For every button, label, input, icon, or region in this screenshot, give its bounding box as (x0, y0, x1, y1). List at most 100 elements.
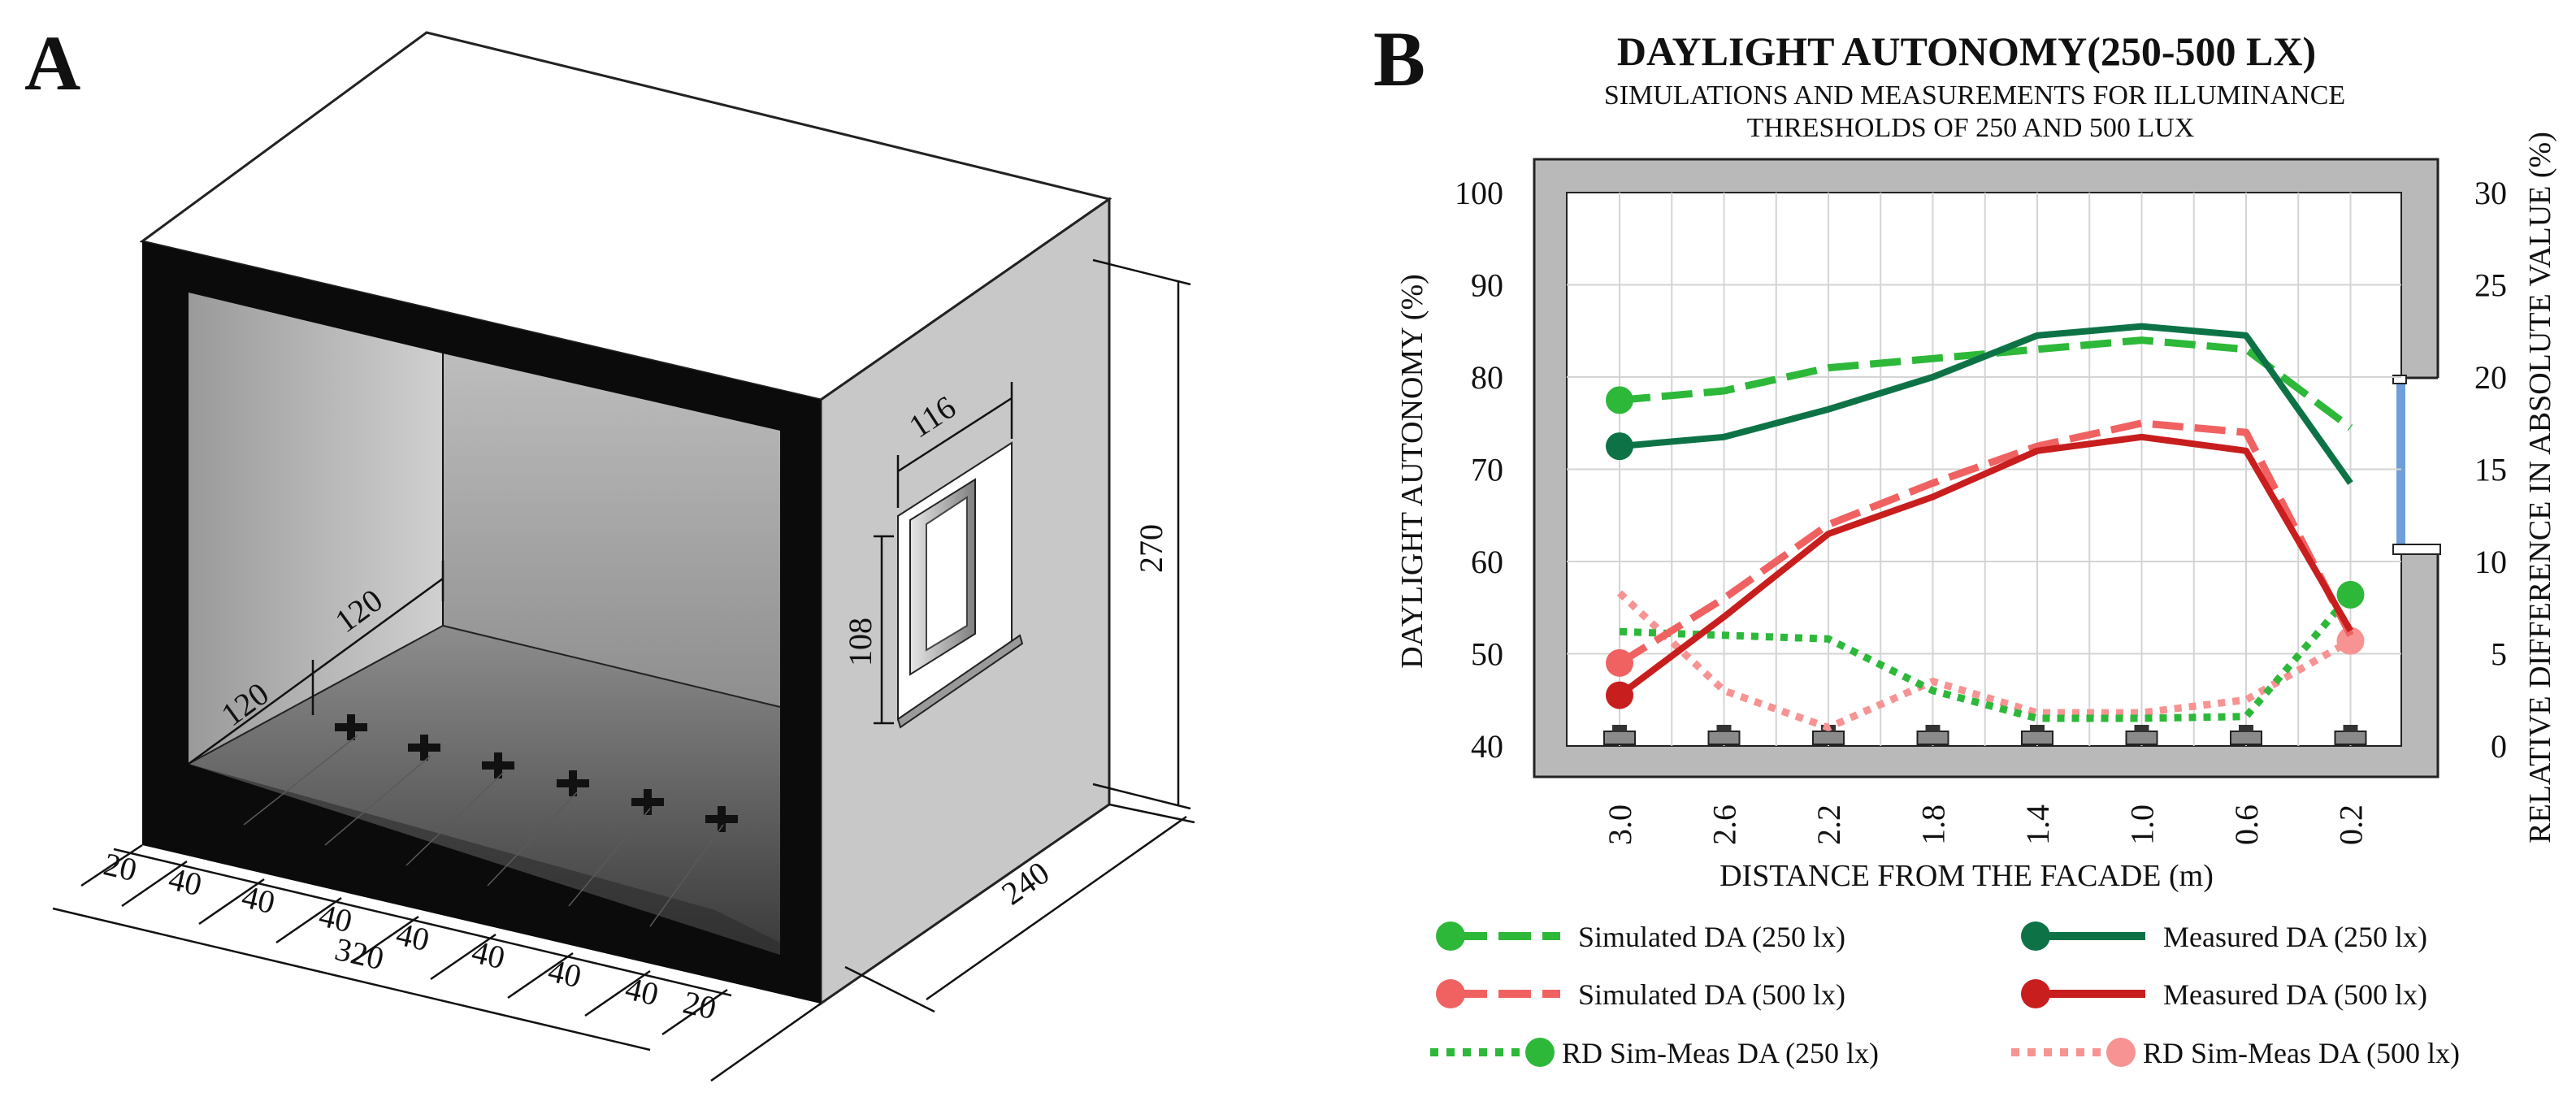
dim-270: 270 (1133, 524, 1169, 573)
y-tick-label: 50 (1471, 636, 1503, 673)
bottom-segment-label: 40 (165, 860, 205, 903)
y-tick-label: 90 (1471, 267, 1503, 304)
series-line-rd-sim-meas-da-500-lx (1616, 590, 2353, 731)
wall-opening (2401, 378, 2442, 553)
window-glass (2396, 380, 2405, 551)
y2-tick-label: 20 (2474, 359, 2507, 396)
x-tick-label: 2.2 (1811, 804, 1847, 845)
room-floor-edge (442, 625, 781, 708)
y2-tick-label: 0 (2491, 728, 2507, 765)
floor-sensor-icon (1603, 725, 1636, 745)
section-wall (1533, 158, 2442, 778)
panel-b-letter: B (1373, 15, 1425, 102)
series-marker (1606, 386, 1633, 414)
dim-320: 320 (332, 930, 388, 977)
y-ticks-right: 0 5 10 15 20 25 30 (2474, 175, 2507, 765)
bottom-segment-label: 40 (315, 896, 355, 939)
bottom-segment-labels: 20 40 40 40 40 40 40 40 20 (100, 845, 719, 1026)
series-line-rd-sim-meas-da-250-lx (1619, 592, 2353, 722)
bottom-segment-label: 40 (622, 969, 661, 1012)
window-sill-top (2392, 375, 2407, 384)
sensor-cross (335, 714, 367, 740)
y-tick-label: 70 (1471, 452, 1503, 488)
room-floor-shade (189, 764, 780, 955)
sensor-cross (631, 789, 664, 815)
sensor-cross (705, 806, 738, 832)
bottom-segment-label: 40 (468, 933, 508, 976)
legend-item: Simulated DA (250 lx) (1436, 921, 1845, 953)
y-tick-label: 100 (1455, 175, 1503, 211)
x-tick-label: 2.6 (1706, 804, 1743, 845)
legend-marker (2106, 1038, 2136, 1067)
bottom-segment-label: 40 (544, 952, 584, 995)
y-axis-label: DAYLIGHT AUTONOMY (%) (1395, 274, 1429, 669)
series-line-simulated-da-250-lx (1619, 336, 2353, 431)
y-tick-label: 80 (1471, 359, 1503, 396)
series-marker (2336, 627, 2365, 655)
legend-label: Measured DA (250 lx) (2163, 921, 2427, 953)
legend-item: Measured DA (500 lx) (2021, 978, 2427, 1011)
y-tick-label: 40 (1471, 728, 1503, 765)
y-tick-label: 60 (1471, 544, 1503, 580)
legend-label: Simulated DA (250 lx) (1578, 921, 1845, 953)
dim-108: 108 (842, 618, 878, 666)
bottom-segment-label: 20 (679, 983, 719, 1026)
legend-item: RD Sim-Meas DA (500 lx) (2011, 1037, 2460, 1069)
legend-marker (1436, 979, 1465, 1008)
series-line-measured-da-250-lx (1619, 323, 2353, 485)
x-tick-label: 3.0 (1602, 804, 1638, 845)
sensor-cross (408, 735, 440, 761)
chart-subtitle-line1: SIMULATIONS AND MEASUREMENTS FOR ILLUMIN… (1604, 80, 2345, 111)
series-line-measured-da-500-lx (1617, 433, 2353, 698)
y2-tick-label: 15 (2474, 452, 2507, 488)
floor-sensor-icon (2334, 725, 2367, 745)
legend-item: Simulated DA (500 lx) (1436, 978, 1845, 1011)
sensor-crosses (335, 714, 738, 832)
y2-tick-label: 25 (2474, 267, 2507, 304)
series-marker (2336, 580, 2365, 609)
chart-legend: Simulated DA (250 lx) Measured DA (250 lx… (1430, 921, 2460, 1069)
legend-marker (2021, 979, 2050, 1008)
facade-window (896, 441, 1024, 729)
x-ticks: 3.0 2.6 2.2 1.8 1.4 1.0 0.6 0.2 (1602, 804, 2370, 845)
x-tick-label: 1.0 (2124, 804, 2161, 845)
legend-marker (1436, 921, 1465, 951)
panel-a: A (24, 20, 1195, 1082)
left-wall-dims (188, 561, 445, 765)
bottom-segment-label: 20 (100, 845, 140, 888)
height-dims (1092, 258, 1191, 810)
y2-axis-label: RELATIVE DIFFERENCE IN ABSOLUTE VALUE (%… (2523, 132, 2557, 843)
y-ticks-left: 40 50 60 70 80 90 100 (1455, 175, 1503, 765)
legend-item: Measured DA (250 lx) (2021, 921, 2427, 953)
legend-item: RD Sim-Meas DA (250 lx) (1430, 1037, 1879, 1069)
bottom-segment-label: 40 (238, 878, 278, 921)
floor-sensor-icon (2230, 725, 2262, 745)
floor-sensor-icon (2021, 725, 2053, 745)
x-tick-label: 1.4 (2019, 804, 2056, 845)
y2-tick-label: 10 (2474, 544, 2507, 580)
floor-sensor-icon (2125, 725, 2158, 745)
chart-title: DAYLIGHT AUTONOMY(250-500 LX) (1617, 28, 2316, 74)
legend-marker (2021, 921, 2050, 951)
window-sill-bottom (2392, 544, 2441, 555)
floor-sensor-icon (1916, 725, 1949, 745)
legend-marker (1525, 1038, 1555, 1067)
panel-b: B DAYLIGHT AUTONOMY(250-500 LX) SIMULATI… (1373, 15, 2557, 1069)
x-tick-label: 1.8 (1915, 804, 1952, 845)
chart-subtitle-line2: THRESHOLDS OF 250 AND 500 LUX (1747, 113, 2195, 143)
legend-label: Measured DA (500 lx) (2163, 978, 2427, 1011)
legend-label: RD Sim-Meas DA (500 lx) (2143, 1037, 2460, 1069)
panel-a-letter: A (24, 20, 80, 106)
room-back-wall (443, 353, 780, 707)
series-marker (1606, 681, 1633, 709)
bottom-dims (52, 843, 822, 1082)
y2-tick-label: 5 (2491, 636, 2507, 673)
x-tick-label: 0.6 (2228, 804, 2265, 845)
legend-label: RD Sim-Meas DA (250 lx) (1562, 1037, 1879, 1069)
y2-tick-label: 30 (2474, 175, 2507, 211)
sensor-cross (482, 752, 514, 778)
floor-grid-lines (243, 735, 724, 927)
room-left-wall (189, 293, 443, 764)
sensor-cross (557, 770, 589, 796)
